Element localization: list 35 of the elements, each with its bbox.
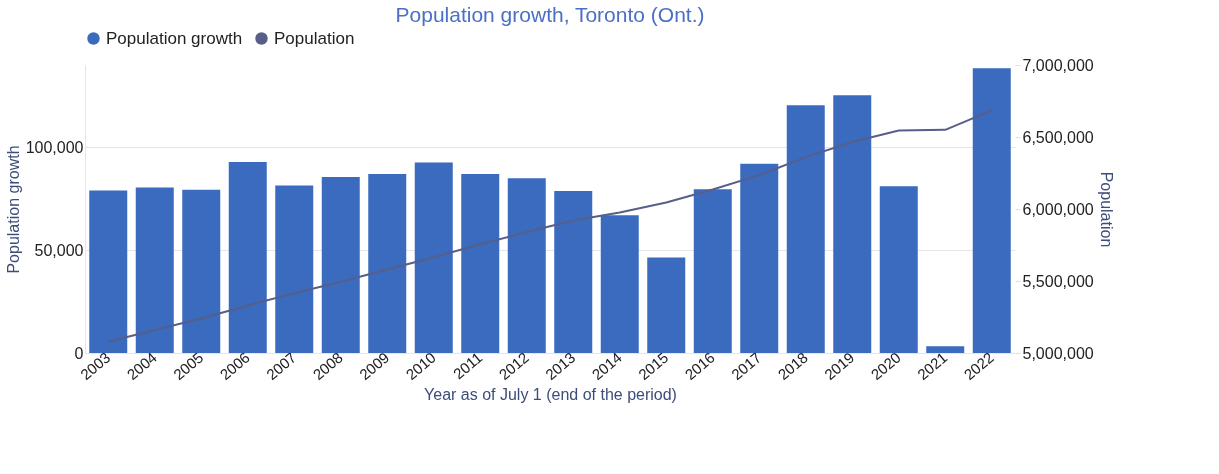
line-series xyxy=(107,109,993,343)
bar xyxy=(833,95,872,353)
bar xyxy=(740,163,779,353)
bar xyxy=(647,257,686,353)
bar xyxy=(414,162,453,353)
y-axis-title: Population growth xyxy=(4,145,22,274)
legend-label: Population xyxy=(274,28,355,48)
bar xyxy=(600,215,639,353)
y-tick-label: 0 xyxy=(74,344,84,362)
y-tick-label: 50,000 xyxy=(34,241,84,259)
bar xyxy=(693,189,732,353)
y2-tick-label: 6,500,000 xyxy=(1022,128,1094,146)
bar xyxy=(926,346,965,353)
bar xyxy=(182,189,221,353)
bar xyxy=(228,162,267,353)
bar xyxy=(275,185,314,353)
legend-label: Population growth xyxy=(106,28,243,48)
bar xyxy=(554,191,593,353)
y2-tick-label: 5,000,000 xyxy=(1022,344,1094,362)
x-axis-title: Year as of July 1 (end of the period) xyxy=(424,386,677,404)
bar xyxy=(135,187,174,353)
y2-axis-title: Population xyxy=(1097,171,1115,248)
y2-tick-label: 7,000,000 xyxy=(1022,56,1094,74)
y2-tick-label: 6,000,000 xyxy=(1022,200,1094,218)
bar xyxy=(879,186,918,353)
y-tick-label: 100,000 xyxy=(25,138,84,156)
y2-tick-label: 5,500,000 xyxy=(1022,272,1094,290)
chart-title: Population growth, Toronto (Ont.) xyxy=(395,3,705,26)
bar xyxy=(89,190,128,353)
bar xyxy=(461,174,500,353)
bar xyxy=(972,68,1011,353)
bar xyxy=(507,178,546,353)
bar xyxy=(786,105,825,353)
bar xyxy=(368,174,407,353)
bar xyxy=(321,176,360,353)
